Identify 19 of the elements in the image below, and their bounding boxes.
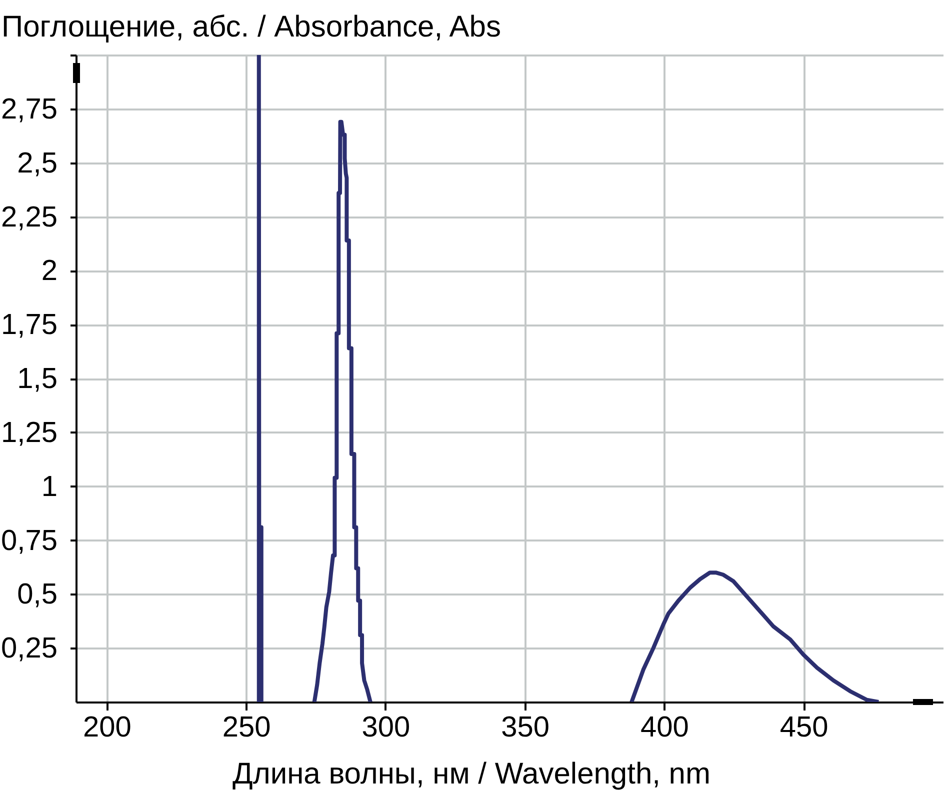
x-tick-label: 200 bbox=[82, 712, 132, 744]
y-tick-label: 1,5 bbox=[17, 363, 58, 395]
y-tick-label: 0,75 bbox=[1, 524, 58, 557]
y-tick-label: 2,5 bbox=[17, 147, 58, 180]
y-tick-label: 0,25 bbox=[1, 632, 58, 665]
x-tick-label: 450 bbox=[780, 712, 828, 744]
y-axis-title: Поглощение, абс. / Absorbance, Abs bbox=[2, 10, 501, 44]
y-tick-label: 2,25 bbox=[1, 201, 58, 234]
y-tick-label: 0,5 bbox=[17, 578, 58, 611]
x-tick-label: 250 bbox=[222, 712, 271, 744]
y-tick-label: 2,75 bbox=[1, 93, 58, 126]
x-tick-label: 350 bbox=[501, 712, 550, 744]
y-tick-label: 2 bbox=[41, 255, 58, 288]
x-tick-label: 400 bbox=[640, 712, 689, 744]
y-tick-label: 1 bbox=[41, 470, 58, 503]
y-tick-label: 1,75 bbox=[1, 309, 58, 342]
x-tick-label: 300 bbox=[362, 712, 410, 744]
x-axis-title: Длина волны, нм / Wavelength, nm bbox=[232, 758, 710, 790]
y-tick-label: 1,25 bbox=[1, 416, 58, 449]
